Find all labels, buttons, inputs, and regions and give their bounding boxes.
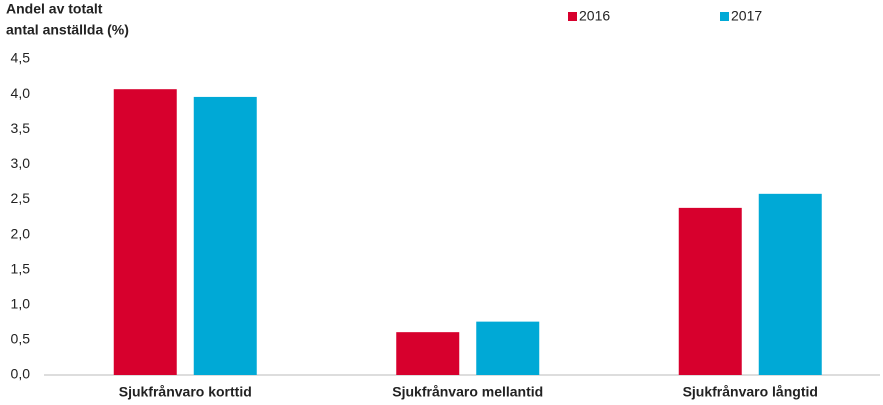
x-tick-label: Sjukfrånvaro mellantid	[392, 384, 543, 400]
bar	[678, 207, 742, 375]
y-axis-label: Andel av totalt	[6, 1, 103, 17]
y-tick-label: 2,5	[11, 190, 31, 206]
x-tick-label: Sjukfrånvaro korttid	[119, 384, 252, 400]
y-tick-label: 2,0	[11, 225, 31, 241]
bar	[476, 321, 540, 375]
y-tick-label: 0,5	[11, 331, 31, 347]
y-tick-label: 3,5	[11, 120, 31, 136]
y-tick-label: 1,0	[11, 295, 31, 311]
y-tick-label: 4,5	[11, 50, 31, 66]
legend-label: 2017	[731, 8, 762, 24]
legend-swatch	[720, 12, 729, 21]
bar	[113, 89, 177, 375]
y-tick-label: 4,0	[11, 85, 31, 101]
y-tick-label: 1,5	[11, 260, 31, 276]
y-tick-label: 0,0	[11, 366, 31, 382]
bar	[396, 332, 460, 375]
bar	[758, 193, 822, 375]
bar	[193, 96, 257, 376]
legend-swatch	[568, 12, 577, 21]
y-tick-label: 3,0	[11, 155, 31, 171]
y-axis-label: antal anställda (%)	[6, 22, 129, 38]
x-tick-label: Sjukfrånvaro långtid	[683, 384, 818, 400]
legend-label: 2016	[579, 8, 610, 24]
